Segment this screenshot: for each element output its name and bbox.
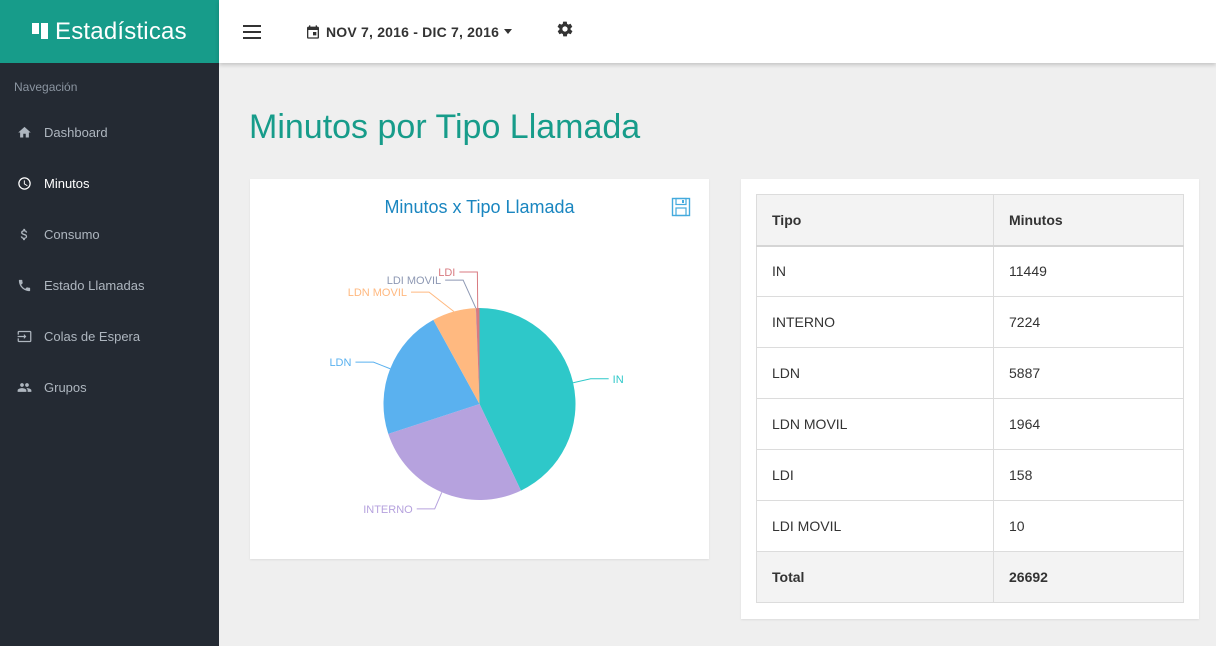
table-total-row: Total 26692 (756, 551, 1184, 603)
table-cell-minutos: 5887 (993, 347, 1184, 399)
pie-leader-line (355, 361, 391, 370)
table-header-row: Tipo Minutos (756, 194, 1184, 247)
pie-slice-ldn[interactable] (383, 319, 480, 434)
app-title: Estadísticas (55, 17, 187, 45)
group-icon (16, 380, 32, 396)
sidebar-item-consumo[interactable]: Consumo (0, 209, 219, 260)
pie-leader-line (459, 271, 479, 309)
table-cell-tipo: LDN (756, 347, 994, 399)
nav-heading: Navegación (14, 80, 78, 94)
pie-leader-line (573, 378, 609, 384)
top-bar: NOV 7, 2016 - DIC 7, 2016 (219, 0, 1216, 63)
sidebar-item-label: Minutos (44, 176, 90, 191)
pie-slice-ldn-movil[interactable] (433, 308, 480, 404)
gear-icon (557, 21, 573, 37)
sidebar-item-label: Estado Llamadas (44, 278, 145, 293)
pie-slice-ldi[interactable] (475, 308, 480, 404)
table-cell-minutos: 158 (993, 449, 1184, 501)
column-header-tipo: Tipo (756, 194, 994, 247)
table-card: Tipo Minutos IN 11449 INTERNO 7224 LDN 5887… (741, 179, 1199, 619)
table-cell-tipo: INTERNO (756, 296, 994, 348)
pie-slice-ldi-movil[interactable] (475, 308, 480, 404)
chevron-down-icon (504, 29, 513, 34)
column-header-minutos: Minutos (993, 194, 1184, 247)
sidebar-item-label: Grupos (44, 380, 87, 395)
pie-leader-line (416, 492, 443, 510)
sidebar-item-colas-de-espera[interactable]: Colas de Espera (0, 311, 219, 362)
table-row: LDI MOVIL 10 (756, 500, 1184, 552)
sidebar-item-grupos[interactable]: Grupos (0, 362, 219, 413)
sidebar-item-minutos[interactable]: Minutos (0, 158, 219, 209)
pie-leader-line (445, 279, 477, 309)
table-cell-minutos: 1964 (993, 398, 1184, 450)
brand[interactable]: Estadísticas (0, 0, 219, 63)
table-cell-minutos: 10 (993, 500, 1184, 552)
date-range-picker[interactable]: NOV 7, 2016 - DIC 7, 2016 (305, 23, 513, 40)
dollar-icon (16, 227, 32, 243)
table-total-label: Total (756, 551, 994, 603)
table-cell-tipo: LDN MOVIL (756, 398, 994, 450)
menu-icon[interactable] (243, 24, 261, 39)
pie-slice-interno[interactable] (388, 404, 521, 500)
table-row: IN 11449 (756, 245, 1184, 297)
table-total-value: 26692 (993, 551, 1184, 603)
page-title: Minutos por Tipo Llamada (249, 108, 641, 146)
table-cell-tipo: IN (756, 245, 994, 297)
sidebar-item-label: Consumo (44, 227, 100, 242)
table-cell-minutos: 11449 (993, 245, 1184, 297)
chart-title: Minutos x Tipo Llamada (384, 197, 575, 217)
pie-label: LDI MOVIL (387, 275, 441, 287)
clock-icon (16, 176, 32, 192)
save-icon[interactable] (671, 197, 691, 222)
sidebar: Estadísticas Navegación Dashboard Minuto… (0, 0, 219, 646)
home-icon (16, 125, 32, 141)
table-row: LDN 5887 (756, 347, 1184, 399)
date-range-label: NOV 7, 2016 - DIC 7, 2016 (326, 23, 500, 40)
minutes-table: Tipo Minutos IN 11449 INTERNO 7224 LDN 5887… (756, 194, 1184, 603)
table-cell-minutos: 7224 (993, 296, 1184, 348)
settings-button[interactable] (556, 20, 574, 43)
pie-label: INTERNO (363, 504, 413, 516)
dashboard-icon (32, 23, 49, 40)
sidebar-item-dashboard[interactable]: Dashboard (0, 107, 219, 158)
sidebar-item-label: Colas de Espera (44, 329, 141, 344)
sidebar-item-label: Dashboard (44, 125, 108, 140)
table-row: LDI 158 (756, 449, 1184, 501)
pie-leader-line (411, 291, 455, 312)
pie-label: LDN (329, 357, 351, 369)
pie-label: LDN MOVIL (348, 287, 407, 299)
table-cell-tipo: LDI (756, 449, 994, 501)
table-row: LDN MOVIL 1964 (756, 398, 1184, 450)
pie-slice-in[interactable] (479, 308, 576, 491)
table-row: INTERNO 7224 (756, 296, 1184, 348)
pie-label: LDI (438, 267, 455, 279)
phone-icon (16, 278, 32, 294)
table-cell-tipo: LDI MOVIL (756, 500, 994, 552)
calendar-icon (307, 24, 319, 39)
pie-label: IN (613, 374, 624, 386)
queue-icon (16, 329, 32, 345)
sidebar-item-estado-llamadas[interactable]: Estado Llamadas (0, 260, 219, 311)
